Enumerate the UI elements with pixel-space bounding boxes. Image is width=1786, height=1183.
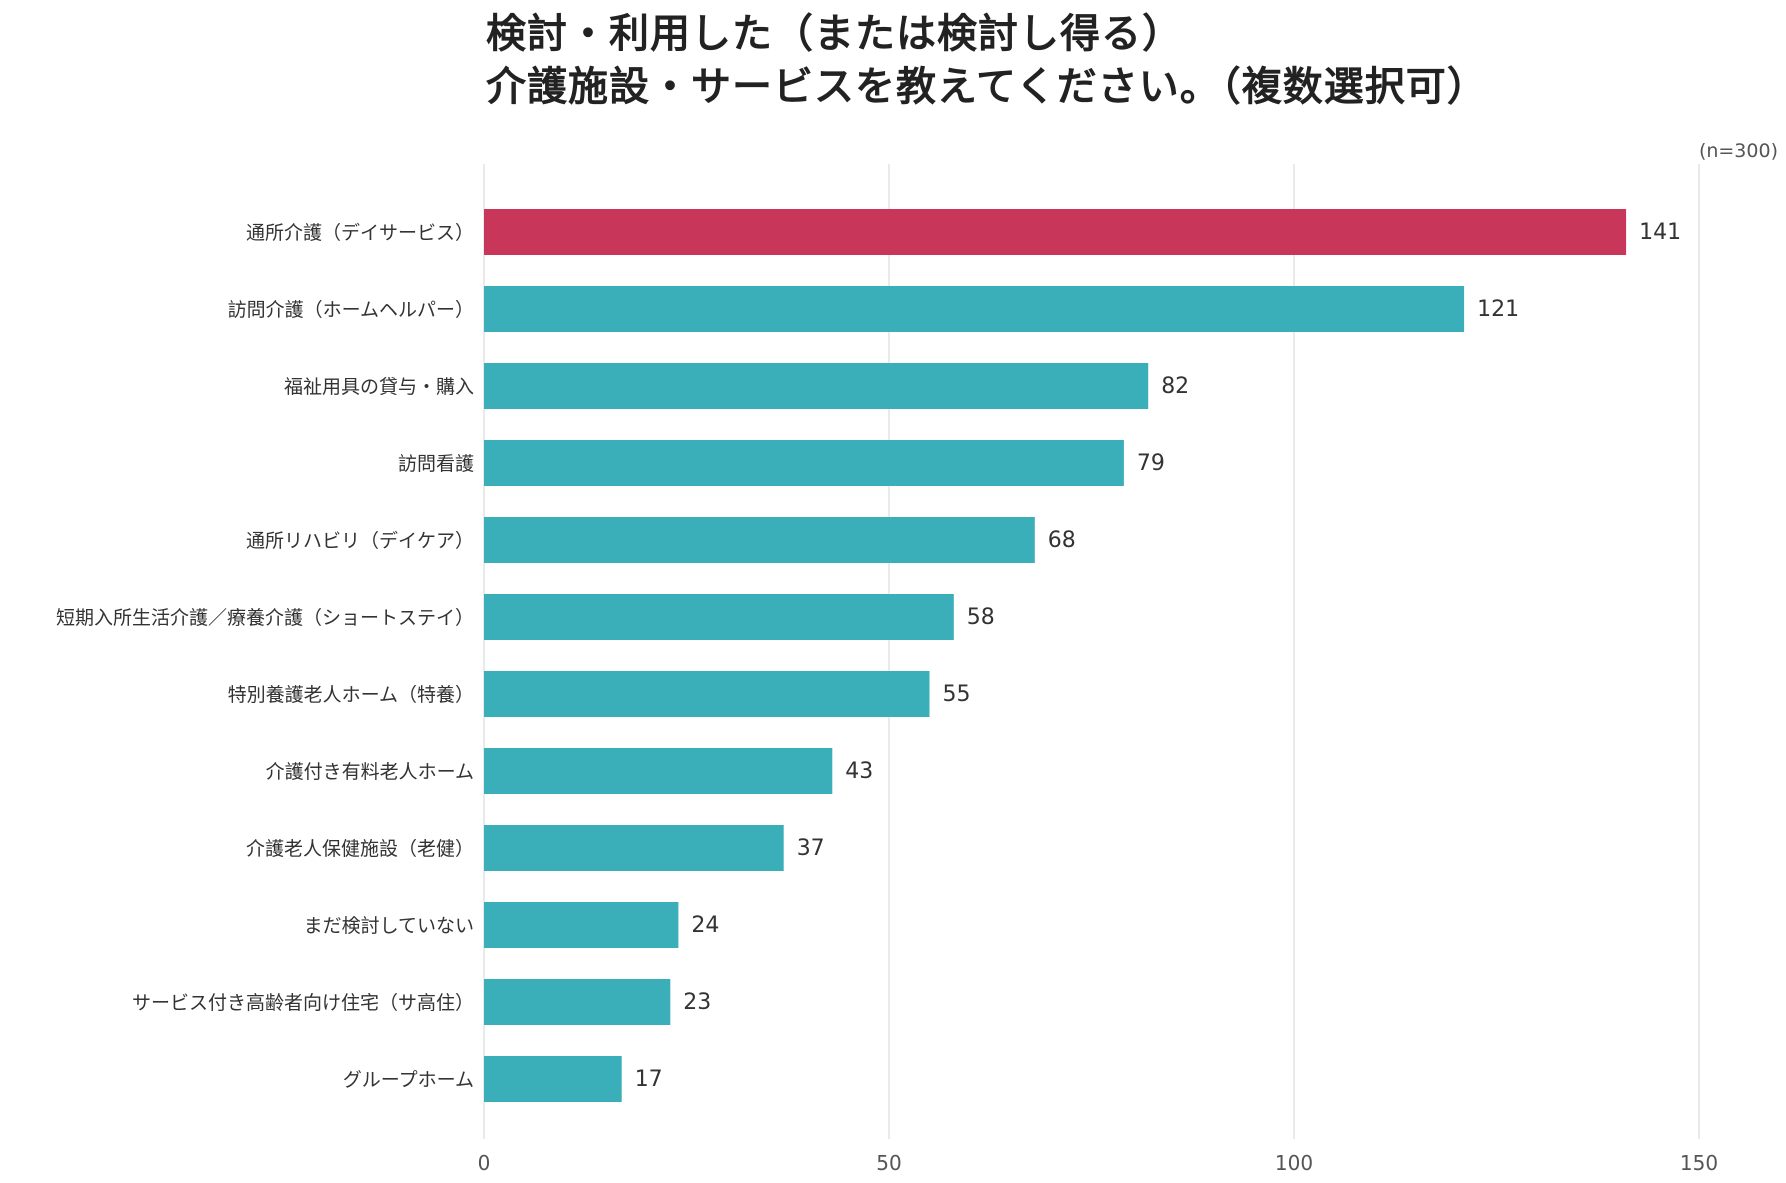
data-label: 17 [635,1067,663,1092]
title-line-2: 介護施設・サービスを教えてください。（複数選択可） [486,64,1488,110]
category-label: 介護老人保健施設（老健） [246,838,474,860]
bar [484,517,1035,563]
bar [484,286,1465,332]
bar [484,1056,622,1102]
x-tick-label: 100 [1275,1151,1313,1175]
category-label: 特別養護老人ホーム（特養） [228,684,474,706]
data-label: 79 [1137,451,1165,476]
bar [484,671,930,717]
x-tick-label: 50 [876,1151,901,1175]
category-label: 短期入所生活介護／療養介護（ショートステイ） [56,607,474,629]
data-label: 37 [797,836,825,861]
category-label: グループホーム [343,1069,474,1091]
category-label: 通所介護（デイサービス） [246,222,474,244]
data-label: 23 [683,990,711,1015]
category-label: サービス付き高齢者向け住宅（サ高住） [132,992,474,1014]
x-tick-label: 0 [478,1151,491,1175]
chart-title: 検討・利用した（または検討し得る） 介護施設・サービスを教えてください。（複数選… [486,8,1488,114]
data-label: 24 [691,913,719,938]
category-label: 福祉用具の貸与・購入 [284,376,474,398]
bar [484,825,784,871]
data-label: 141 [1639,220,1681,245]
bar [484,363,1149,409]
title-line-1: 検討・利用した（または検討し得る） [486,11,1183,57]
data-label: 68 [1048,528,1076,553]
x-tick-label: 150 [1680,1151,1718,1175]
category-label: 通所リハビリ（デイケア） [246,530,474,552]
data-label: 55 [943,682,971,707]
category-label: 介護付き有料老人ホーム [266,761,474,783]
bar [484,594,954,640]
data-label: 43 [845,759,873,784]
category-label: 訪問介護（ホームヘルパー） [228,299,474,321]
bar [484,209,1627,255]
category-label: 訪問看護 [398,453,474,475]
data-label: 82 [1161,374,1189,399]
bar [484,748,833,794]
bar [484,979,671,1025]
sample-size-note: (n=300) [1698,140,1778,162]
category-label: まだ検討していない [304,915,474,937]
bar [484,902,679,948]
bar [484,440,1124,486]
data-label: 58 [967,605,995,630]
data-label: 121 [1477,297,1519,322]
